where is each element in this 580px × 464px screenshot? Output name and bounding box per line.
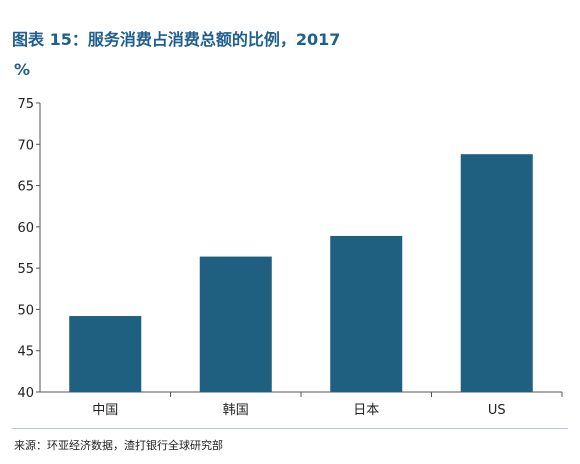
y-tick-label: 70 [17,138,34,153]
bar-3 [460,154,533,392]
x-category-label: 韩国 [223,403,249,418]
x-category-label: US [488,403,506,418]
bar-1 [199,256,272,392]
y-tick-label: 75 [17,97,34,112]
source-note: 来源：环亚经济数据，渣打银行全球研究部 [14,439,223,452]
chart-title: 图表 15：服务消费占消费总额的比例，2017 [12,30,341,49]
y-tick-label: 50 [17,303,34,318]
y-tick-label: 60 [17,221,34,236]
y-tick-label: 40 [17,386,34,401]
y-tick-label: 45 [17,345,34,360]
y-tick-label: 65 [17,180,34,195]
x-category-label: 中国 [92,403,118,418]
footer-divider [12,428,568,429]
bar-2 [330,235,403,392]
y-tick-label: 55 [17,262,34,277]
x-category-label: 日本 [353,403,379,418]
bar-0 [69,316,142,392]
y-unit-label: % [14,60,31,79]
